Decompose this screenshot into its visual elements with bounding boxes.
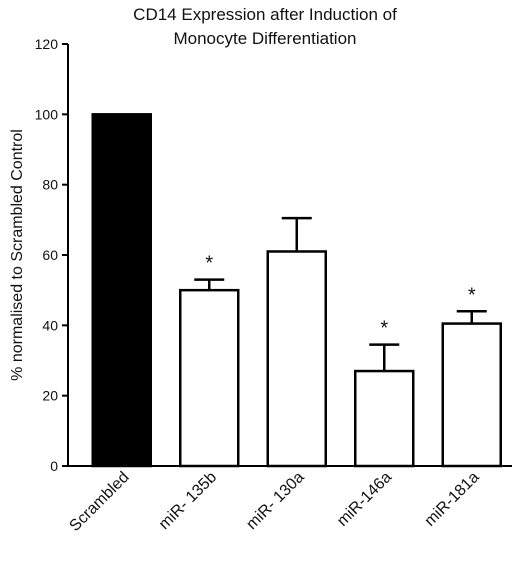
chart-title-line-2: Monocyte Differentiation — [173, 29, 356, 48]
y-tick-label: 80 — [42, 177, 58, 193]
y-tick-label: 60 — [42, 247, 58, 263]
y-tick-label: 40 — [42, 317, 58, 333]
bar — [441, 322, 502, 468]
significance-marker: * — [205, 253, 213, 275]
significance-marker: * — [380, 318, 388, 340]
x-category-label: Scrambled — [66, 469, 132, 535]
y-tick-label: 100 — [35, 106, 59, 122]
bar — [179, 288, 240, 468]
x-category-label: miR-146a — [334, 469, 395, 530]
chart-title-line-1: CD14 Expression after Induction of — [133, 5, 397, 24]
bar — [91, 113, 152, 468]
x-category-label: miR-181a — [422, 469, 483, 530]
plot-area: 0 20 40 60 80 100 120 Scrambled * miR- 135b miR- 1… — [35, 36, 512, 535]
x-category-label: miR- 130a — [243, 469, 307, 533]
bar — [354, 369, 415, 468]
y-axis-label: % normalised to Scrambled Control — [9, 129, 26, 381]
y-tick-label: 0 — [50, 458, 58, 474]
x-category-label: miR- 135b — [156, 469, 220, 533]
bar — [266, 250, 327, 468]
significance-marker: * — [468, 284, 476, 306]
y-tick-label: 20 — [42, 388, 58, 404]
y-tick-label: 120 — [35, 36, 59, 52]
